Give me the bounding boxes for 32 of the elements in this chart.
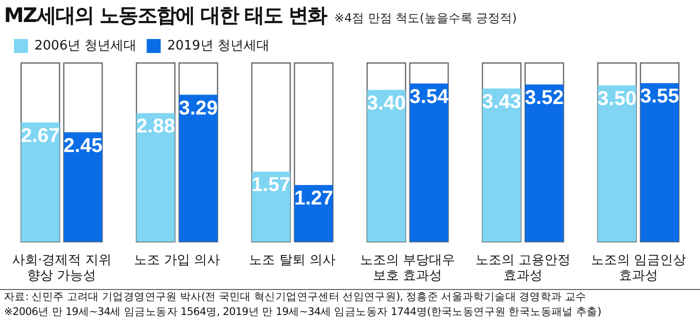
x-tick-label: 노조의 임금인상 효과성 [590, 252, 686, 284]
data-label: 3.52 [524, 86, 564, 109]
bar [21, 122, 60, 242]
bar [64, 132, 102, 242]
bar [252, 172, 290, 242]
x-tick-label: 노조 가입 의사 [134, 252, 220, 268]
bar [136, 113, 175, 242]
x-tick-label: 노조 탈퇴 의사 [249, 252, 336, 268]
legend-label: 2006년 청년세대 [34, 38, 137, 54]
data-label: 2.45 [64, 134, 102, 157]
data-label: 3.43 [482, 90, 522, 113]
x-tick-label: 사회·경제적 지위 향상 가능성 [12, 252, 112, 284]
data-label: 3.54 [410, 86, 450, 108]
x-tick-label: 노조의 부당대우 보호 효과성 [360, 252, 456, 284]
data-label: 2.88 [136, 116, 176, 138]
data-label: 3.55 [640, 86, 680, 108]
chart-subtitle: ※4점 만점 척도(높을수록 긍정적) [334, 11, 517, 25]
data-label: 3.40 [366, 92, 406, 114]
text: 자료: 신민주 고려대 기업경영연구원 박사(전 국민대 혁신기업연구센터 선임연구원), 정흥준 서울과학기술대 경영학과 교수 [4, 290, 588, 305]
text: ※2006년 만 19세~34세 임금노동자 1564명, 2019년 만 19세~34세 임금노동자 1744명(한국노동연구원 한국노동패널 추출) [4, 305, 602, 320]
bar [598, 85, 636, 242]
chart-title: MZ세대의 노동조합에 대한 태도 변화 [4, 3, 326, 27]
data-label: 3.50 [598, 88, 636, 110]
data-label: 3.29 [178, 97, 218, 120]
bar [482, 88, 521, 242]
bar [179, 94, 218, 242]
data-label: 1.57 [252, 174, 290, 196]
data-label: 1.27 [294, 188, 334, 210]
x-tick-label: 노조의 고용안정 효과성 [475, 252, 571, 284]
data-label: 2.67 [20, 124, 60, 147]
bar [367, 90, 406, 242]
legend-label: 2019년 청년세대 [167, 38, 270, 54]
